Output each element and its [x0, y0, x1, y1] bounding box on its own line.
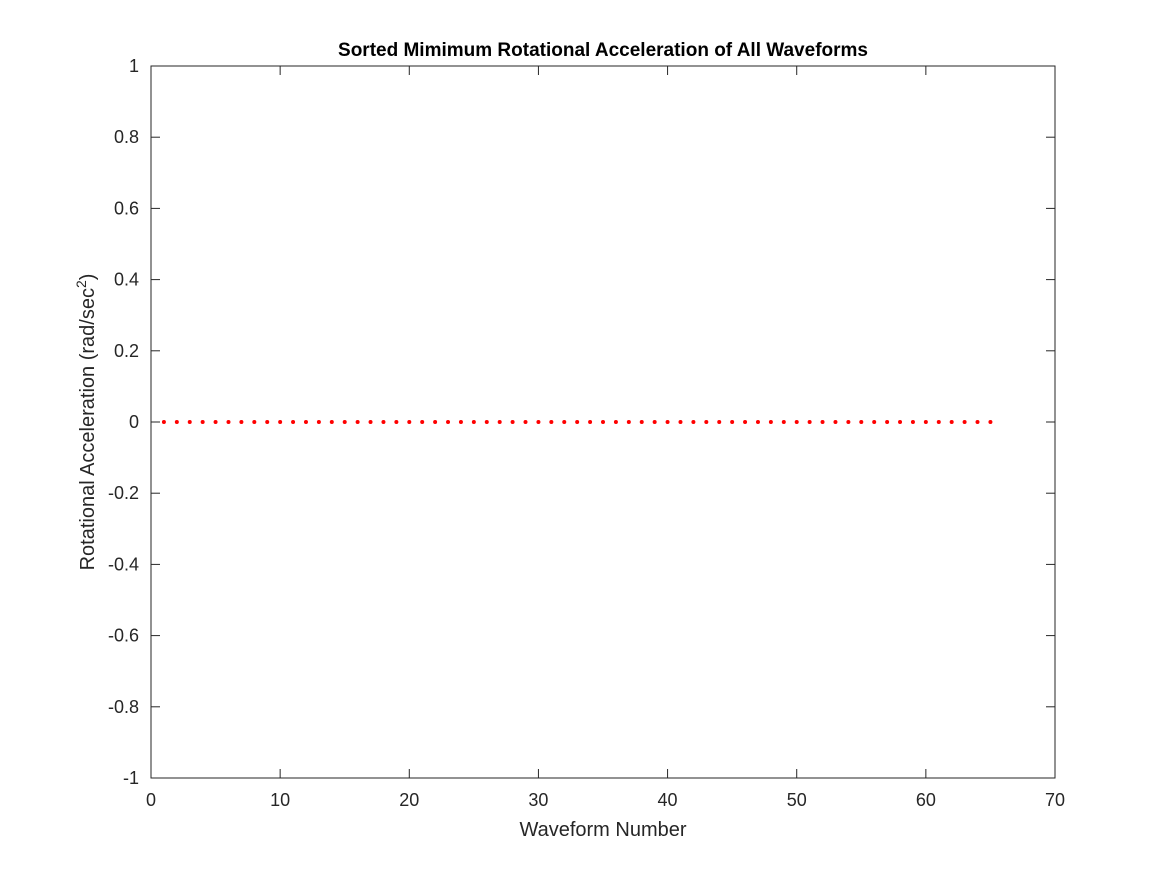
data-point	[381, 420, 386, 424]
data-point	[433, 420, 438, 424]
data-point	[872, 420, 877, 424]
data-point	[549, 420, 554, 424]
data-points	[161, 420, 993, 424]
data-point	[781, 420, 786, 424]
data-point	[446, 420, 451, 424]
data-point	[730, 420, 735, 424]
y-tick-label: -1	[123, 768, 139, 788]
x-axis-label: Waveform Number	[519, 819, 686, 841]
x-tick-label: 60	[916, 790, 936, 810]
y-tick-label: -0.8	[108, 697, 139, 717]
data-point	[187, 420, 192, 424]
data-point	[161, 420, 166, 424]
data-point	[316, 420, 321, 424]
data-point	[949, 420, 954, 424]
data-point	[562, 420, 567, 424]
data-point	[807, 420, 812, 424]
y-tick-label: -0.6	[108, 626, 139, 646]
data-point	[755, 420, 760, 424]
data-point	[626, 420, 631, 424]
x-tick-label: 10	[270, 790, 290, 810]
y-tick-label: 0.4	[114, 270, 139, 290]
data-point	[226, 420, 231, 424]
data-point	[368, 420, 373, 424]
data-point	[678, 420, 683, 424]
y-axis-label-suffix: )	[77, 274, 99, 281]
y-tick-label: 0.8	[114, 127, 139, 147]
data-point	[601, 420, 605, 424]
data-point	[794, 420, 799, 424]
data-point	[200, 420, 205, 424]
y-tick-label: 0	[129, 412, 139, 432]
y-tick-label: 0.2	[114, 341, 139, 361]
data-point	[174, 420, 179, 424]
data-point	[278, 420, 283, 424]
data-point	[910, 420, 915, 424]
data-point	[484, 420, 489, 424]
data-point	[471, 420, 476, 424]
data-point	[265, 420, 270, 424]
data-point	[355, 420, 360, 424]
data-point	[239, 420, 244, 424]
y-tick-label: 1	[129, 56, 139, 76]
x-tick-label: 0	[146, 790, 156, 810]
data-point	[510, 420, 515, 424]
ticks: 0 10 20 30 40 50 60 70 -1 -0.8 -0.6 -0.4 -0.2 0 0.2 0.4…	[108, 56, 1065, 810]
x-tick-label: 30	[528, 790, 548, 810]
x-tick-label: 40	[658, 790, 678, 810]
data-point	[962, 420, 967, 424]
data-point	[820, 420, 825, 424]
data-point	[342, 420, 347, 424]
data-point	[704, 420, 709, 424]
data-point	[407, 420, 412, 424]
data-point	[717, 420, 722, 424]
data-point	[536, 420, 541, 424]
data-point	[691, 420, 696, 424]
data-point	[523, 420, 528, 424]
data-point	[303, 420, 308, 424]
data-point	[768, 420, 773, 424]
y-tick-label: -0.4	[108, 554, 139, 574]
data-point	[665, 420, 670, 424]
data-point	[936, 420, 941, 424]
y-tick-label: -0.2	[108, 483, 139, 503]
data-point	[497, 420, 502, 424]
data-point	[639, 420, 644, 424]
data-point	[833, 420, 838, 424]
data-point	[898, 420, 903, 424]
data-point	[613, 420, 618, 424]
y-tick-label: 0.6	[114, 198, 139, 218]
x-tick-label: 70	[1045, 790, 1065, 810]
data-point	[252, 420, 257, 424]
data-point	[975, 420, 980, 424]
data-point	[652, 420, 657, 424]
y-axis-label-superscript: 2	[73, 280, 89, 288]
chart-title: Sorted Mimimum Rotational Acceleration o…	[338, 40, 868, 61]
data-point	[885, 420, 890, 424]
data-point	[575, 420, 580, 424]
data-point	[458, 420, 463, 424]
data-point	[743, 420, 748, 424]
data-point	[420, 420, 425, 424]
data-point	[588, 420, 593, 424]
data-point	[394, 420, 399, 424]
data-point	[291, 420, 296, 424]
x-tick-label: 50	[787, 790, 807, 810]
data-point	[329, 420, 334, 424]
data-point	[988, 420, 993, 424]
x-tick-label: 20	[399, 790, 419, 810]
data-point	[213, 420, 218, 424]
y-axis-label: Rotational Acceleration (rad/sec2)	[73, 274, 99, 571]
data-point	[846, 420, 851, 424]
data-point	[923, 420, 928, 424]
data-point	[859, 420, 864, 424]
y-axis-label-main: Rotational Acceleration (rad/sec	[77, 288, 99, 570]
